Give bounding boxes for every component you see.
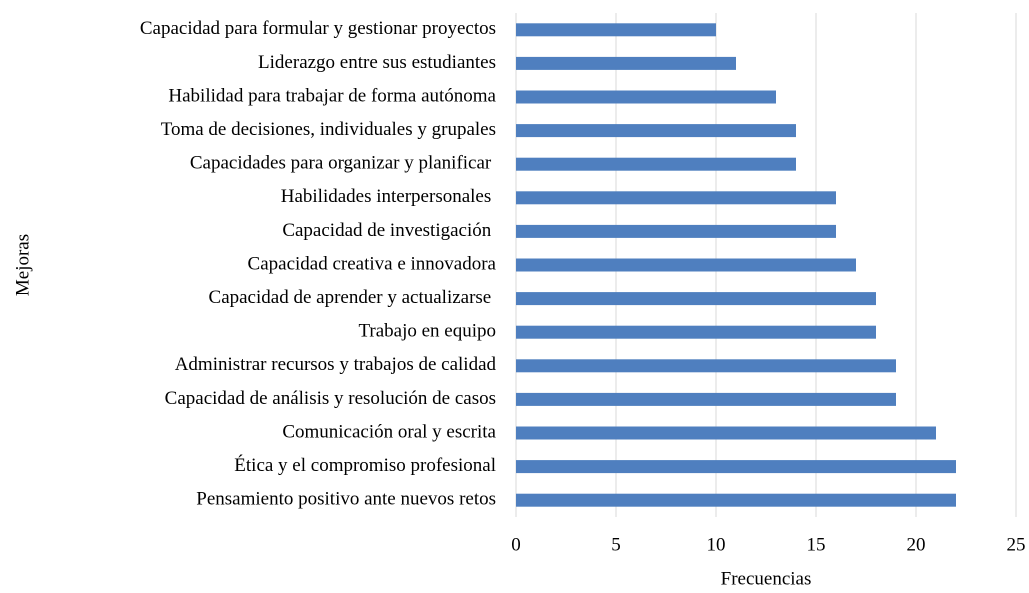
bar <box>516 460 956 474</box>
bar <box>516 493 956 507</box>
x-tick-label: 0 <box>511 534 521 555</box>
bar <box>516 157 796 171</box>
y-tick-label: Capacidad de aprender y actualizarse <box>209 287 496 308</box>
y-tick-label: Comunicación oral y escrita <box>282 421 496 442</box>
y-tick-label: Capacidad de análisis y resolución de ca… <box>165 388 496 409</box>
y-tick-label: Capacidad de investigación <box>282 220 496 241</box>
y-axis-label: Mejoras <box>12 234 33 296</box>
y-tick-label: Trabajo en equipo <box>358 321 496 342</box>
x-tick-label: 15 <box>807 534 826 555</box>
y-tick-label: Habilidad para trabajar de forma autónom… <box>168 85 496 106</box>
bar <box>516 359 896 373</box>
y-tick-label: Liderazgo entre sus estudiantes <box>258 52 496 73</box>
x-tick-label: 10 <box>707 534 726 555</box>
y-tick-label: Capacidad para formular y gestionar proy… <box>140 18 496 39</box>
bar <box>516 124 796 138</box>
bar <box>516 23 716 37</box>
bar <box>516 426 936 440</box>
bar <box>516 325 876 339</box>
y-tick-label: Ética y el compromiso profesional <box>234 454 496 476</box>
bar <box>516 90 776 104</box>
x-tick-label: 20 <box>907 534 926 555</box>
bar <box>516 392 896 406</box>
y-tick-label: Capacidad creativa e innovadora <box>248 253 497 274</box>
bar <box>516 191 836 205</box>
y-tick-label: Administrar recursos y trabajos de calid… <box>175 354 497 375</box>
bar <box>516 258 856 272</box>
bar <box>516 292 876 306</box>
x-tick-label: 5 <box>611 534 621 555</box>
bar <box>516 224 836 238</box>
x-tick-label: 25 <box>1007 534 1026 555</box>
y-tick-label: Capacidades para organizar y planificar <box>190 153 496 174</box>
y-tick-label: Habilidades interpersonales <box>281 186 496 207</box>
x-axis-label: Frecuencias <box>721 568 812 589</box>
bar <box>516 56 736 70</box>
y-tick-label: Toma de decisiones, individuales y grupa… <box>161 119 496 140</box>
y-tick-label: Pensamiento positivo ante nuevos retos <box>196 489 496 510</box>
